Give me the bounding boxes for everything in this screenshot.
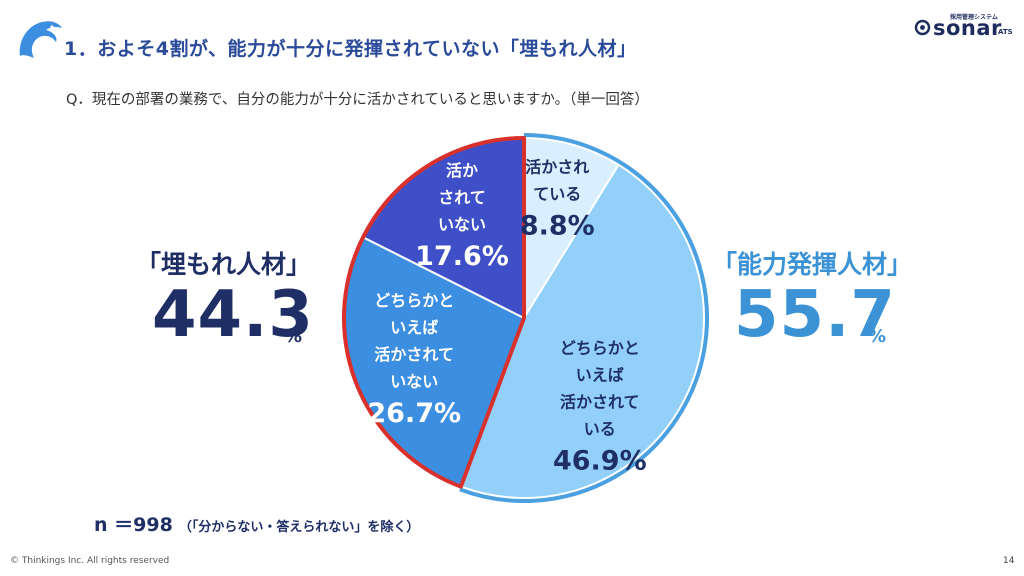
- slice-4-value-label: 17.6%: [415, 241, 509, 272]
- slice-3-value-label: 26.7%: [367, 398, 461, 429]
- slice-2-label-line-3: 活かされて: [560, 392, 640, 411]
- slice-4-label-line-3: いない: [438, 215, 486, 234]
- sample-note: n ＝998 （「分からない・答えられない」を除く）: [94, 510, 419, 537]
- capable-talent-value: 55.7: [734, 278, 896, 352]
- logo-ats: ATS: [998, 28, 1013, 36]
- page-title: 1．およそ4割が、能力が十分に発揮されていない「埋もれ人材」: [64, 38, 637, 60]
- slice-3-label-line-2: いえば: [390, 318, 438, 337]
- capable-talent-unit: %: [868, 326, 887, 347]
- slice-1-value-label: 8.8%: [520, 211, 595, 242]
- buried-talent-unit: %: [284, 326, 303, 347]
- buried-talent-value: 44.3: [152, 278, 314, 352]
- slice-4-label-line-1: 活か: [446, 161, 478, 180]
- slice-1-label-line-2: ている: [533, 185, 581, 204]
- slice-3-label-line-3: 活かされて: [374, 345, 454, 364]
- logo-ring-icon: [914, 19, 931, 36]
- capable-group-border: [459, 133, 709, 503]
- sample-size: n ＝998: [94, 514, 173, 536]
- logo-subtitle: 採用管理システム: [950, 14, 998, 21]
- survey-question: Q．現在の部署の業務で、自分の能力が十分に活かされていると思いますか。（単一回答…: [66, 92, 649, 108]
- copyright: © Thinkings Inc. All rights reserved: [10, 556, 170, 566]
- logo-wordmark: sonar: [933, 16, 1002, 40]
- buried-talent-label: 「埋もれ人材」: [136, 250, 312, 279]
- page-number: 14: [1003, 556, 1015, 566]
- slice-2-label-line-1: どちらかと: [560, 338, 640, 357]
- slice-2-label-line-4: いる: [584, 419, 616, 438]
- slice-4-label-line-2: されて: [438, 188, 486, 207]
- exclusion-note: （「分からない・答えられない」を除く）: [178, 520, 420, 535]
- slice-3-label-line-1: どちらかと: [374, 291, 454, 310]
- pie-slice-2: [459, 163, 705, 499]
- slice-2-value-label: 46.9%: [553, 445, 647, 476]
- slice-1-label-line-1: 活かされ: [525, 158, 589, 177]
- slice-2-label-line-2: いえば: [576, 365, 624, 384]
- dolphin-logo-icon: [19, 21, 63, 58]
- slice-3-label-line-4: いない: [390, 372, 438, 391]
- buried-group-border: [342, 136, 526, 489]
- capable-talent-label: 「能力発揮人材」: [712, 250, 913, 279]
